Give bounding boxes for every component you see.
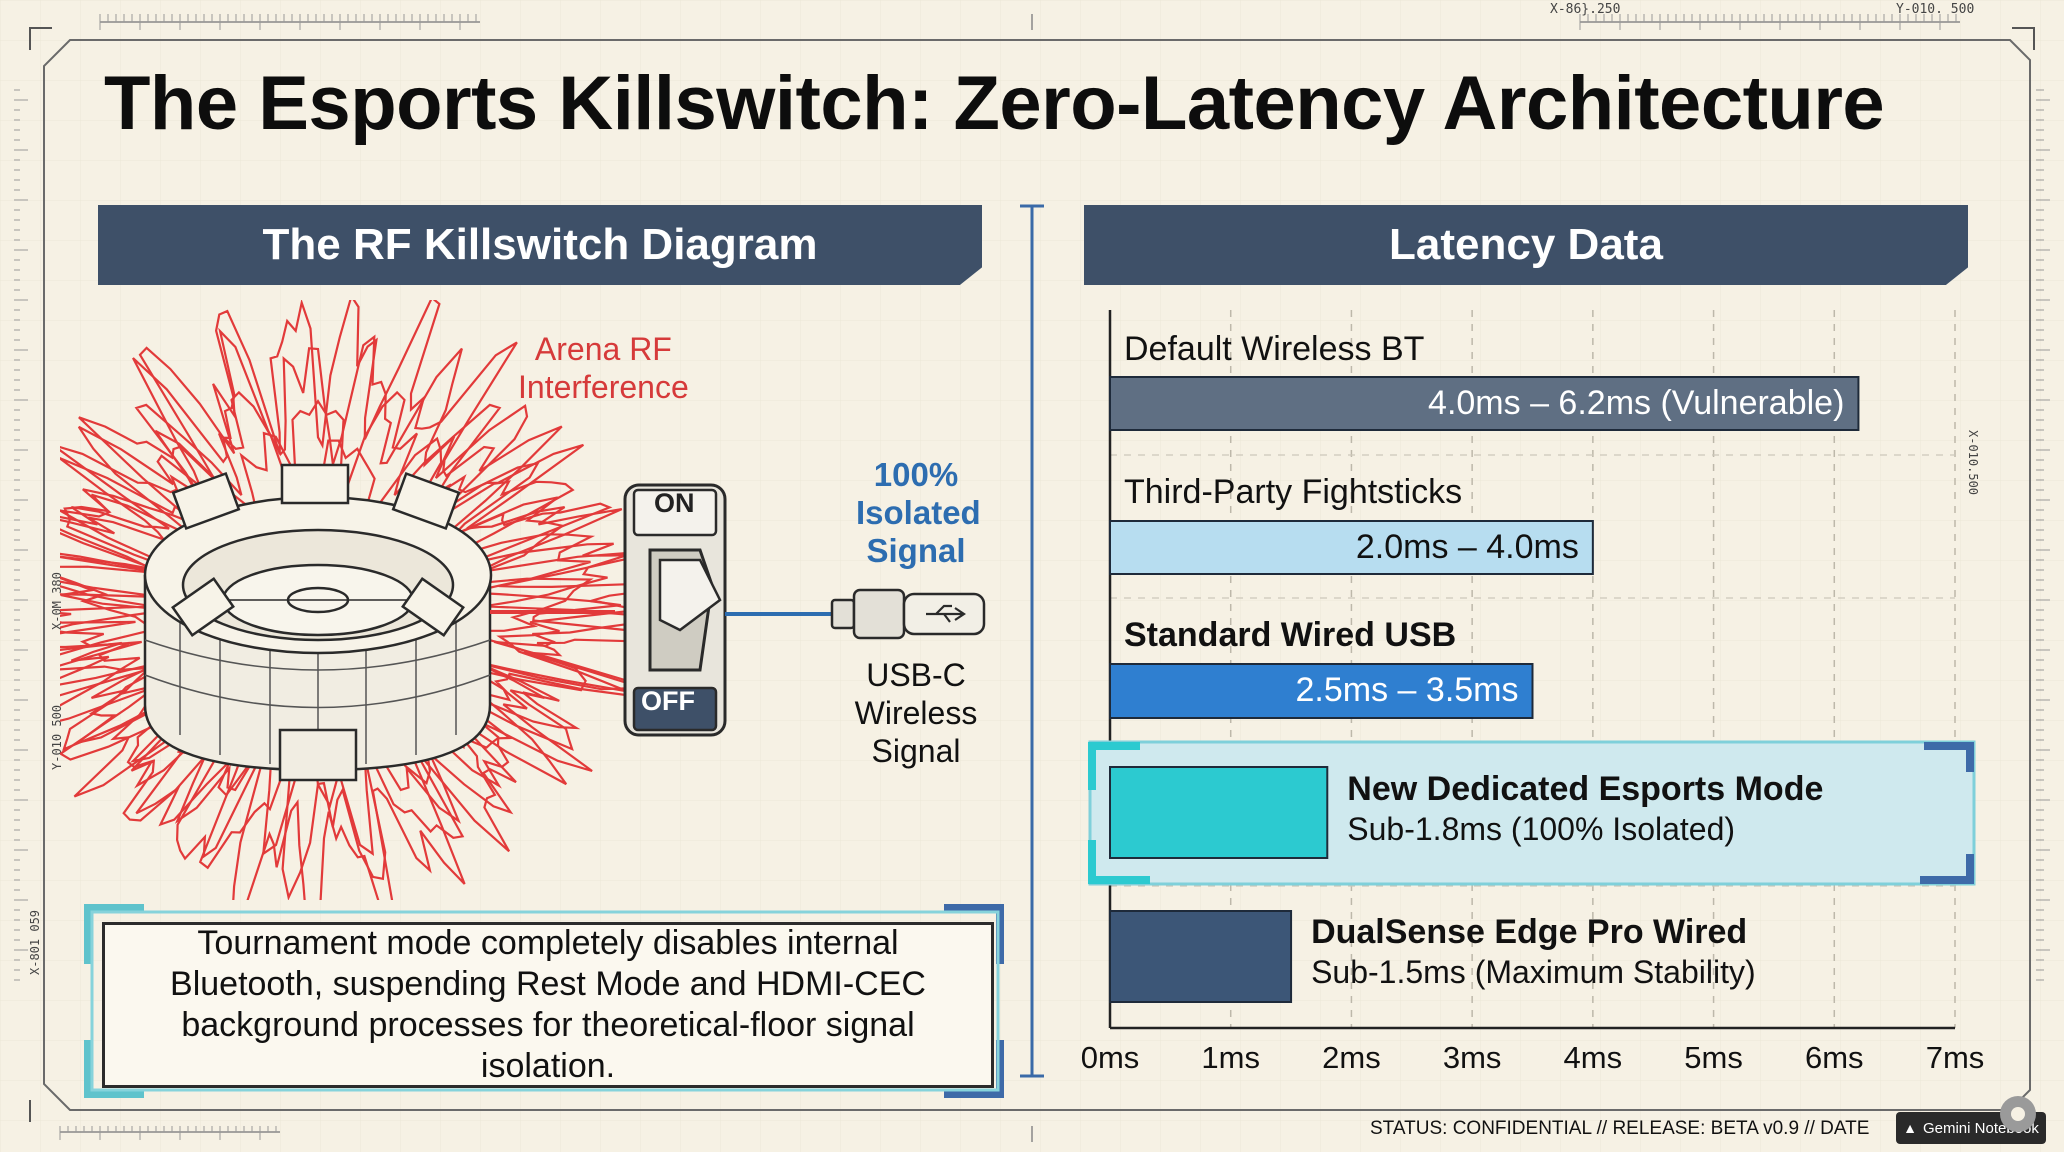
usb-c-signal-label: USB-C Wireless Signal [854,657,978,769]
bar-category-label: Third-Party Fightsticks [1124,473,1463,511]
latency-bar [1109,766,1329,859]
killswitch-toggle-icon [623,483,727,737]
bar-value-label: 4.0ms – 6.2ms (Vulnerable) [1428,384,1845,422]
bar-value-label: 2.5ms – 3.5ms [1295,671,1519,709]
coord-top-x: X-86}.250 [1550,2,1621,17]
highlight-corner [1920,854,1974,884]
arena-rf-interference-label: Arena RF Interference [518,331,689,405]
caption-text: Tournament mode completely disables inte… [170,924,926,1085]
bar-category-label: New Dedicated Esports Mode [1347,770,1824,808]
bar-category-label: Standard Wired USB [1124,616,1457,654]
highlight-corner [1088,742,1140,790]
rf-killswitch-diagram [60,300,986,900]
settings-gear-icon [2000,1096,2036,1132]
bar-value-label: 2.0ms – 4.0ms [1355,528,1579,566]
caption-frame [84,904,1004,1098]
coord-top-y: Y-010. 500 [1896,2,1975,17]
latency-data-banner: Latency Data [1084,205,1968,285]
latency-bar [1109,376,1860,431]
rf-diagram-banner: The RF Killswitch Diagram [98,205,982,285]
x-tick-label: 4ms [1563,1040,1623,1075]
x-tick-label: 6ms [1804,1040,1864,1075]
latency-bar [1109,520,1594,575]
highlight-corner [1924,742,1974,772]
isolated-signal-label: 100% Isolated Signal [856,456,981,569]
bar-value-label: Sub-1.5ms (Maximum Stability) [1311,954,1756,990]
x-tick-label: 3ms [1442,1040,1502,1075]
x-tick-label: 1ms [1201,1040,1260,1075]
latency-bar [1109,910,1293,1003]
latency-bar [1109,663,1534,719]
notebook-icon: ▲ [1903,1120,1917,1136]
x-tick-label: 7ms [1925,1040,1985,1075]
usb-c-plug-icon [830,588,986,640]
stadium-icon [143,463,493,782]
footer-status: STATUS: CONFIDENTIAL // RELEASE: BETA v0… [1370,1118,1870,1139]
x-tick-label: 5ms [1684,1040,1743,1075]
x-tick-label: 2ms [1322,1040,1381,1075]
bar-category-label: DualSense Edge Pro Wired [1311,913,1748,951]
x-tick-label: 0ms [1080,1040,1140,1075]
highlight-corner [1088,840,1150,884]
caption-box: Tournament mode completely disables inte… [102,922,994,1088]
bar-value-label: Sub-1.8ms (100% Isolated) [1347,811,1736,847]
page-title: The Esports Killswitch: Zero-Latency Arc… [104,61,1885,146]
bar-category-label: Default Wireless BT [1124,330,1425,368]
switch-off-label: OFF [641,686,695,716]
